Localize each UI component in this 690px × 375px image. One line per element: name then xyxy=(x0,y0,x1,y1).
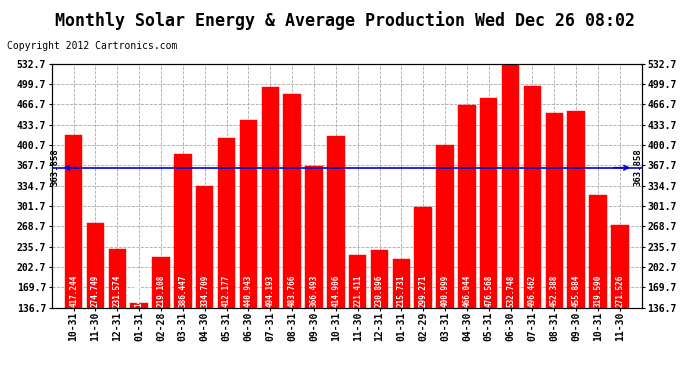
Text: Monthly Solar Energy & Average Production Wed Dec 26 08:02: Monthly Solar Energy & Average Productio… xyxy=(55,11,635,30)
Bar xyxy=(152,257,170,307)
Text: 215.731: 215.731 xyxy=(397,274,406,307)
Bar xyxy=(480,98,497,308)
Bar xyxy=(262,87,279,308)
Text: 452.388: 452.388 xyxy=(550,274,559,307)
Bar xyxy=(218,138,235,308)
Text: 144.485: 144.485 xyxy=(135,274,144,307)
Text: 221.411: 221.411 xyxy=(353,274,362,307)
Text: 386.447: 386.447 xyxy=(178,274,188,307)
Text: 299.271: 299.271 xyxy=(419,274,428,307)
Bar xyxy=(87,222,104,308)
Text: 230.896: 230.896 xyxy=(375,274,384,307)
Text: 271.526: 271.526 xyxy=(615,274,624,307)
Text: 532.748: 532.748 xyxy=(506,274,515,307)
Text: 363.858: 363.858 xyxy=(634,149,643,186)
Text: 494.193: 494.193 xyxy=(266,274,275,307)
Text: 400.999: 400.999 xyxy=(440,274,450,307)
Bar xyxy=(327,136,344,308)
Bar xyxy=(371,249,388,308)
Bar xyxy=(524,86,541,308)
Bar xyxy=(611,225,629,308)
Bar xyxy=(239,120,257,308)
Bar xyxy=(502,64,520,308)
Text: 412.177: 412.177 xyxy=(222,274,231,307)
Bar xyxy=(284,94,301,308)
Text: 219.108: 219.108 xyxy=(157,274,166,307)
Text: 496.462: 496.462 xyxy=(528,274,537,307)
Bar xyxy=(415,207,432,308)
Text: 476.568: 476.568 xyxy=(484,274,493,307)
Text: 366.493: 366.493 xyxy=(309,274,319,307)
Text: Copyright 2012 Cartronics.com: Copyright 2012 Cartronics.com xyxy=(7,41,177,51)
Bar xyxy=(589,195,607,308)
Text: 231.574: 231.574 xyxy=(112,274,122,307)
Bar xyxy=(349,255,366,308)
Text: 363.858: 363.858 xyxy=(50,149,59,186)
Text: 455.884: 455.884 xyxy=(571,274,581,307)
Bar xyxy=(305,166,323,308)
Bar xyxy=(546,113,563,308)
Bar xyxy=(196,186,213,308)
Bar xyxy=(130,303,148,307)
Bar xyxy=(65,135,82,308)
Text: 414.906: 414.906 xyxy=(331,274,340,307)
Text: 440.943: 440.943 xyxy=(244,274,253,307)
Bar xyxy=(393,259,410,308)
Text: 334.709: 334.709 xyxy=(200,274,209,307)
Text: 417.244: 417.244 xyxy=(69,274,78,307)
Text: 274.749: 274.749 xyxy=(91,274,100,307)
Bar xyxy=(458,105,475,308)
Text: 466.044: 466.044 xyxy=(462,274,471,307)
Bar xyxy=(174,154,192,308)
Text: 319.590: 319.590 xyxy=(593,274,602,307)
Bar xyxy=(108,249,126,308)
Text: 483.766: 483.766 xyxy=(288,274,297,307)
Bar xyxy=(436,145,454,308)
Bar xyxy=(567,111,585,308)
